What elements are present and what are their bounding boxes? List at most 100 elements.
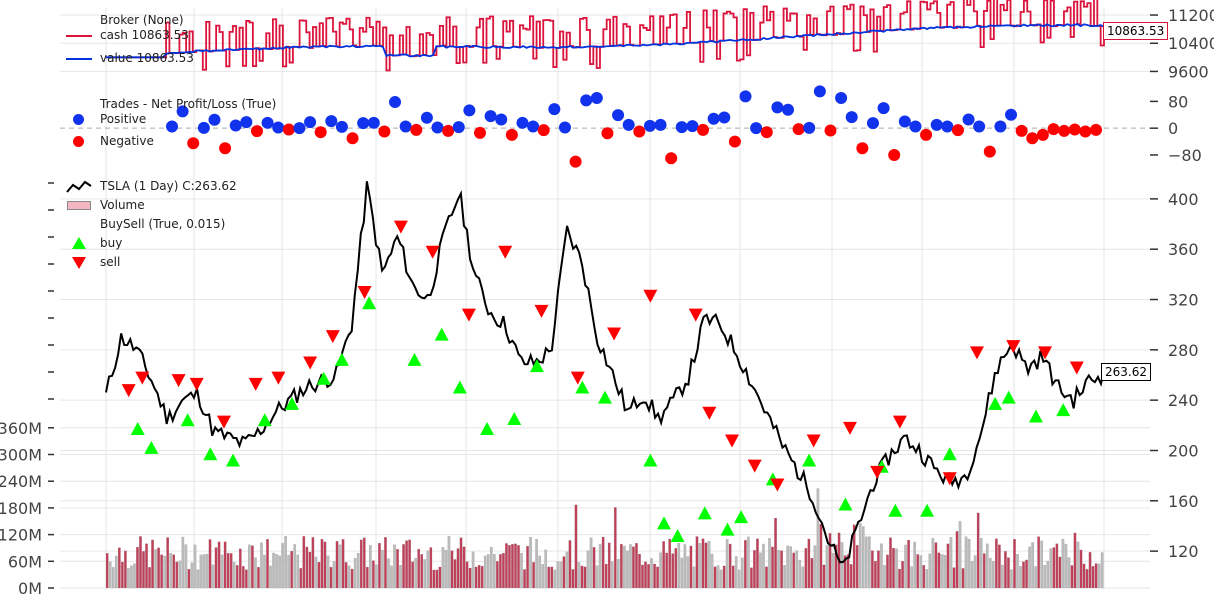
- volume-tick-label: 60M: [8, 552, 42, 571]
- volume-bar: [737, 569, 741, 589]
- negative-trade-marker: [505, 128, 518, 141]
- volume-bars: [105, 488, 1104, 589]
- volume-bar: [1058, 556, 1062, 589]
- volume-bar: [626, 550, 629, 589]
- buy-marker: [480, 422, 495, 436]
- volume-bar: [335, 541, 339, 589]
- price-tick-label: 280: [1168, 341, 1199, 360]
- volume-bar: [1049, 548, 1053, 589]
- volume-bar: [641, 564, 644, 589]
- sell-marker: [570, 371, 585, 385]
- volume-bar: [111, 567, 115, 589]
- negative-trade-marker: [728, 135, 741, 148]
- negative-trade-marker: [1079, 125, 1092, 138]
- volume-bar: [665, 552, 669, 589]
- volume-bar: [952, 567, 956, 589]
- volume-bar: [1016, 554, 1019, 589]
- positive-trade-marker: [357, 117, 370, 130]
- volume-bar: [550, 566, 554, 589]
- volume-bar: [287, 554, 290, 589]
- volume-bar: [583, 566, 587, 589]
- positive-trade-marker: [941, 120, 954, 133]
- volume-tick-label: 240M: [0, 472, 42, 491]
- volume-bar: [399, 565, 402, 589]
- volume-bar: [435, 569, 439, 589]
- volume-bar: [813, 545, 817, 589]
- sell-marker: [216, 415, 231, 429]
- volume-bar: [184, 544, 188, 589]
- volume-bar: [753, 550, 756, 589]
- positive-trade-marker: [835, 92, 848, 105]
- volume-bar: [151, 539, 154, 589]
- price-tick-label: 240: [1168, 391, 1199, 410]
- negative-trade-marker: [760, 126, 773, 139]
- negative-trade-marker: [665, 152, 678, 165]
- volume-bar: [1007, 557, 1010, 589]
- volume-bar: [232, 562, 236, 589]
- volume-bar: [124, 550, 127, 589]
- sell-swatch: [72, 257, 86, 269]
- sell-marker: [171, 374, 186, 388]
- volume-bar: [967, 538, 971, 589]
- volume-bar: [880, 543, 883, 589]
- volume-bar: [852, 524, 856, 589]
- broker-tick-label: 10400: [1168, 34, 1214, 53]
- volume-bar: [943, 555, 947, 589]
- positive-trade-marker: [782, 103, 794, 116]
- volume-bar: [420, 554, 424, 589]
- volume-bar: [511, 544, 514, 589]
- volume-bar: [710, 553, 714, 589]
- sell-marker: [271, 371, 286, 385]
- volume-bar: [922, 565, 926, 589]
- volume-bar: [157, 547, 160, 589]
- positive-trade-marker: [229, 119, 242, 132]
- positive-trade-marker: [335, 120, 348, 133]
- buy-marker: [734, 510, 749, 524]
- volume-bar: [1034, 566, 1037, 589]
- positive-trade-marker: [420, 111, 433, 124]
- volume-bar: [698, 543, 702, 589]
- volume-bar: [314, 556, 318, 589]
- positive-trade-marker: [994, 120, 1007, 133]
- volume-bar: [260, 542, 263, 589]
- volume-bar: [580, 565, 584, 589]
- volume-bar: [671, 553, 675, 589]
- volume-bar: [529, 536, 532, 589]
- sell-marker: [747, 459, 762, 473]
- volume-bar: [985, 543, 989, 589]
- volume-bar: [505, 543, 508, 589]
- volume-bar: [925, 569, 929, 589]
- volume-tick-label: 300M: [0, 446, 42, 465]
- volume-bar: [502, 552, 505, 589]
- volume-bar: [892, 547, 895, 589]
- axis-ticks: 120 160 200 240 280 320 360 400 0M 60M 120M 180M 240…: [0, 6, 1214, 598]
- volume-bar: [1088, 552, 1092, 589]
- volume-bar: [338, 544, 342, 589]
- volume-bar: [1079, 549, 1083, 589]
- buy-marker: [888, 503, 903, 517]
- price-last-close-callout: 263.62: [1101, 363, 1151, 381]
- buy-marker: [334, 352, 349, 366]
- sell-marker: [725, 434, 740, 448]
- positive-trade-marker: [973, 120, 986, 133]
- volume-bar: [623, 545, 626, 589]
- volume-bar: [163, 555, 166, 589]
- volume-bar: [429, 547, 433, 589]
- volume-bar: [816, 488, 820, 589]
- buy-swatch: [72, 237, 86, 249]
- volume-bar: [595, 565, 599, 589]
- negative-trade-marker: [1036, 128, 1049, 141]
- volume-bar: [756, 538, 759, 589]
- volume-bar: [235, 565, 239, 589]
- negative-trade-marker: [442, 124, 455, 137]
- buy-marker: [720, 522, 735, 536]
- volume-bar: [598, 544, 602, 589]
- volume-bar: [825, 545, 829, 589]
- buy-marker: [180, 413, 195, 427]
- volume-bar: [973, 555, 977, 589]
- volume-bar: [1025, 559, 1028, 589]
- buy-marker: [575, 380, 590, 394]
- volume-bar: [740, 557, 744, 589]
- volume-bar: [1100, 552, 1104, 589]
- negative-trade-marker: [1047, 123, 1060, 136]
